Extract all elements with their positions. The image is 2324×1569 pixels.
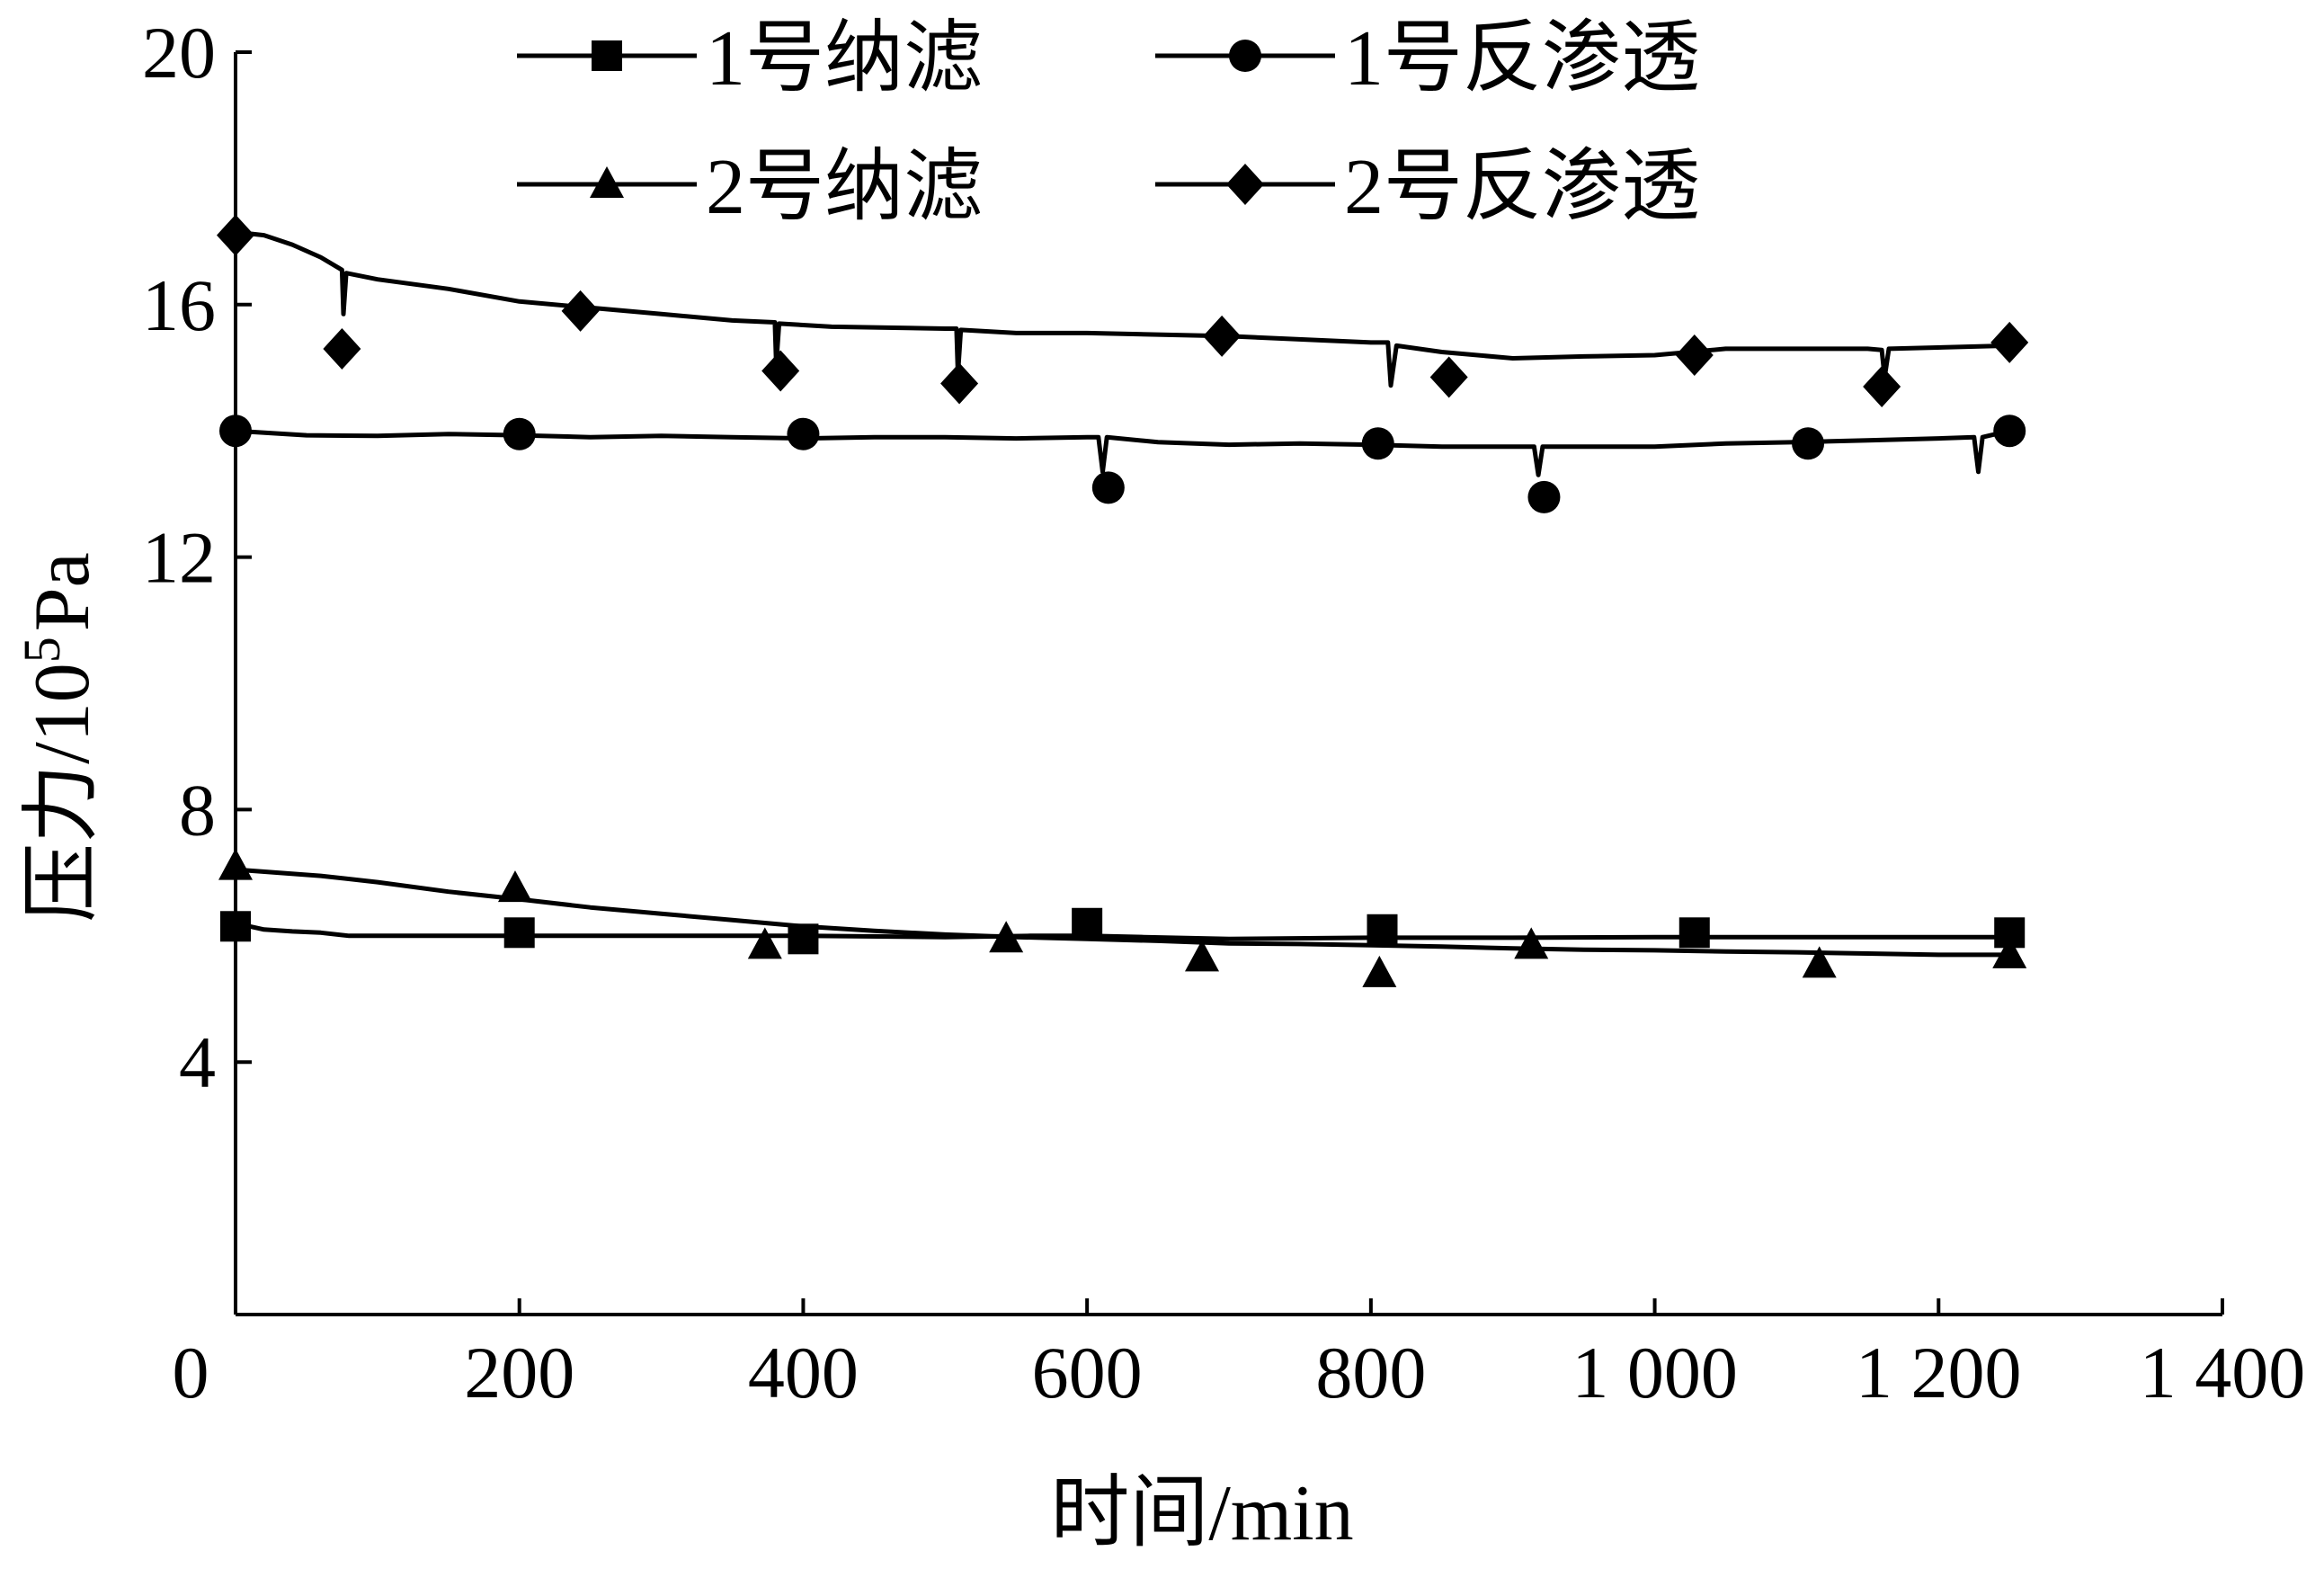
x-tick-label: 1 200 [1856, 1332, 2022, 1413]
legend-marker-triangle [590, 166, 624, 198]
y-tick-label: 4 [179, 1021, 216, 1103]
legend-label: 2号反渗透 [1344, 144, 1700, 231]
series-line [235, 867, 2010, 958]
data-point-triangle [497, 870, 532, 903]
data-point-diamond [1203, 315, 1242, 357]
data-point-diamond [940, 362, 979, 405]
x-tick-label: 600 [1032, 1332, 1143, 1413]
data-point-circle [1527, 480, 1561, 513]
series-lines [235, 229, 2010, 958]
legend-marker-diamond [1226, 164, 1264, 205]
data-point-square [788, 923, 819, 955]
x-tick-label: 1 400 [2140, 1332, 2306, 1413]
y-axis-title-suffix: Pa [19, 552, 106, 631]
y-tick-label: 20 [142, 12, 216, 94]
data-point-circle [787, 417, 820, 450]
data-point-diamond [761, 350, 800, 392]
data-point-square [503, 917, 535, 949]
data-point-diamond [323, 327, 361, 370]
data-point-diamond [1675, 334, 1714, 376]
x-tick-label: 400 [748, 1332, 859, 1413]
data-point-diamond [1863, 366, 1901, 408]
data-point-circle [1091, 471, 1125, 504]
data-point-triangle [1514, 927, 1549, 959]
data-point-diamond [1990, 321, 2029, 363]
data-point-circle [1993, 415, 2026, 448]
x-tick-label: 1 000 [1572, 1332, 1738, 1413]
y-axis-title-prefix: 压力/10 [19, 663, 106, 922]
legend-label: 1号纳滤 [706, 15, 983, 103]
legend-marker-square [592, 40, 622, 71]
x-tick-label: 0 [173, 1332, 209, 1413]
axes [234, 52, 2222, 1316]
legend: 1号纳滤 1号反渗透 2号纳滤 2号反渗透 [517, 15, 1700, 231]
y-tick-label: 12 [142, 517, 216, 599]
data-point-triangle [1802, 946, 1837, 978]
x-axis-title: 时间/min [1050, 1470, 1353, 1557]
data-point-triangle [747, 927, 782, 959]
x-tick-label: 800 [1315, 1332, 1426, 1413]
data-point-diamond [217, 214, 254, 256]
data-point-triangle [1362, 955, 1397, 987]
tick-marks: 0 200 400 600 800 1 000 1 200 1 400 4 8 12 16 20 [142, 12, 2305, 1413]
data-point-square [1678, 917, 1710, 949]
series-line [236, 923, 2010, 941]
data-point-triangle [1185, 940, 1220, 972]
y-axis-title-exponent: 5 [13, 637, 71, 663]
data-point-diamond [1429, 356, 1468, 398]
y-tick-label: 8 [179, 769, 216, 851]
series-markers [217, 214, 2029, 987]
data-point-triangle [1992, 936, 2027, 968]
data-point-diamond [561, 290, 600, 332]
data-point-triangle [989, 921, 1024, 953]
data-point-circle [1792, 427, 1825, 460]
y-tick-label: 16 [142, 264, 216, 346]
y-axis-title: 压力/105 Pa [13, 552, 106, 922]
legend-label: 2号纳滤 [706, 144, 983, 231]
series-line [235, 428, 2010, 477]
legend-label: 1号反渗透 [1344, 15, 1700, 103]
series-line [235, 229, 2010, 388]
data-point-circle [219, 415, 252, 448]
data-point-square [220, 911, 251, 942]
data-point-circle [1361, 427, 1394, 460]
data-point-square [1072, 907, 1103, 939]
data-point-square [1367, 914, 1398, 945]
data-point-triangle [218, 848, 253, 880]
x-tick-label: 200 [464, 1332, 574, 1413]
legend-marker-circle [1229, 40, 1261, 72]
data-point-circle [503, 417, 536, 450]
